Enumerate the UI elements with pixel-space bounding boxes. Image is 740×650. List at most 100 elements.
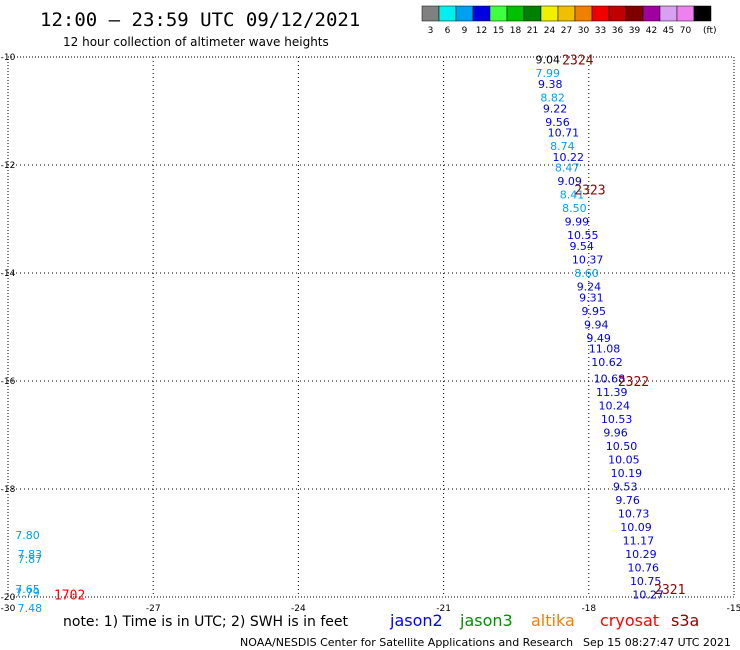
pass-number-label: 2322 — [618, 375, 649, 390]
colorbar-label: 15 — [493, 26, 504, 36]
chart-title: 12:00 – 23:59 UTC 09/12/2021 — [40, 9, 360, 31]
wave-height-label: 10.55 — [567, 229, 599, 242]
wave-height-label: 9.09 — [557, 175, 582, 188]
colorbar-swatch — [489, 5, 508, 22]
colorbar-label: 33 — [595, 26, 606, 36]
wave-height-label: 9.31 — [579, 291, 604, 304]
pass-number-label: 1702 — [54, 588, 85, 603]
y-tick-label: -10 — [1, 53, 16, 63]
colorbar-label: 24 — [544, 26, 556, 36]
wave-height-label: 9.04 — [536, 54, 561, 67]
wave-height-label: 10.62 — [591, 356, 623, 369]
plot-area: -30 -27 -24 -21 -18 -15 -10 -12 -14 -16 -18 -20 9.04… — [1, 53, 740, 615]
wave-height-label: 7.65 — [15, 583, 40, 596]
legend-jason2: jason2 — [389, 611, 443, 630]
colorbar-swatch — [540, 5, 559, 22]
footer-timestamp: Sep 15 08:27:47 UTC 2021 — [583, 636, 731, 649]
legend-altika: altika — [531, 611, 575, 630]
wave-height-label: 9.76 — [615, 494, 640, 507]
wave-height-label: 8.41 — [560, 189, 585, 202]
satellite-legend: jason2 jason3 altika cryosat s3a — [389, 611, 699, 630]
pass-number-label: 2324 — [562, 54, 593, 69]
colorbar-label: 42 — [646, 26, 657, 36]
colorbar-swatch — [438, 5, 457, 22]
wave-height-label: 7.99 — [536, 67, 561, 80]
wave-height-label: 8.60 — [574, 267, 599, 280]
colorbar-label: 12 — [476, 26, 487, 36]
wave-height-label: 10.27 — [632, 588, 664, 601]
colorbar-label: 18 — [510, 26, 522, 36]
colorbar-swatch — [574, 5, 593, 22]
colorbar-label: 39 — [629, 26, 641, 36]
wave-height-label: 10.53 — [601, 413, 633, 426]
colorbar-swatch — [591, 5, 610, 22]
colorbar-swatch — [693, 5, 712, 22]
colorbar-swatch — [676, 5, 695, 22]
wave-height-label: 9.22 — [543, 102, 568, 115]
colorbar-label: 6 — [445, 26, 451, 36]
wave-height-label: 9.24 — [577, 281, 602, 294]
wave-height-label: 9.99 — [565, 216, 590, 229]
footer-credit: NOAA/NESDIS Center for Satellite Applica… — [240, 636, 573, 649]
colorbar-label: 45 — [663, 26, 674, 36]
colorbar-swatch — [421, 5, 440, 22]
colorbar-swatch — [625, 5, 644, 22]
wave-height-label: 9.53 — [613, 480, 638, 493]
chart-subtitle: 12 hour collection of altimeter wave hei… — [63, 35, 329, 49]
x-tick-label: -15 — [727, 604, 740, 614]
wave-height-label: 7.79 — [15, 587, 40, 600]
wave-height-label: 9.56 — [545, 116, 570, 129]
y-tick-label: -20 — [1, 593, 16, 603]
wave-height-label: 10.71 — [548, 127, 580, 140]
legend-s3a: s3a — [671, 611, 699, 630]
wave-height-label: 8.82 — [540, 92, 565, 105]
colorbar-swatch — [506, 5, 525, 22]
wave-height-label: 10.37 — [572, 254, 604, 267]
colorbar-swatch — [523, 5, 542, 22]
y-tick-label: -16 — [1, 377, 16, 387]
colorbar-label: 9 — [462, 26, 468, 36]
colorbar-label: 27 — [561, 26, 572, 36]
wave-height-label: 10.75 — [630, 575, 662, 588]
colorbar-swatch — [642, 5, 661, 22]
pass-number-label: 2321 — [654, 583, 685, 598]
wave-height-label: 10.24 — [598, 399, 630, 412]
wave-height-label: 10.73 — [618, 507, 650, 520]
wave-height-label: 9.95 — [582, 305, 607, 318]
colorbar-swatch — [608, 5, 627, 22]
wave-height-label: 7.87 — [18, 553, 43, 566]
y-tick-label: -12 — [1, 161, 16, 171]
legend-cryosat: cryosat — [600, 611, 659, 630]
wave-height-label: 7.80 — [15, 529, 40, 542]
wave-height-label: 7.83 — [18, 548, 43, 561]
wave-height-label: 9.49 — [586, 332, 611, 345]
colorbar-label: 21 — [527, 26, 538, 36]
y-tick-label: -18 — [1, 485, 16, 495]
colorbar-label: 30 — [578, 26, 590, 36]
x-tick-label: -21 — [436, 604, 451, 614]
wave-height-label: 10.29 — [625, 548, 657, 561]
colorbar-label: 36 — [612, 26, 624, 36]
wave-height-label: 10.05 — [608, 453, 640, 466]
wave-height-label: 10.76 — [628, 561, 660, 574]
wave-height-label: 9.96 — [603, 426, 628, 439]
wave-height-label: 11.39 — [596, 386, 628, 399]
colorbar-swatch — [659, 5, 678, 22]
wave-height-label: 10.09 — [620, 521, 652, 534]
y-tick-label: -14 — [1, 269, 16, 279]
wave-height-label: 10.50 — [606, 440, 638, 453]
x-tick-label: -24 — [291, 604, 306, 614]
wave-height-label: 11.17 — [623, 534, 655, 547]
x-tick-label: -30 — [1, 604, 16, 614]
x-tick-label: -27 — [146, 604, 161, 614]
colorbar-label: 70 — [680, 26, 692, 36]
colorbar-swatch — [455, 5, 474, 22]
wave-height-label: 8.50 — [562, 202, 587, 215]
plot-frame — [7, 56, 735, 598]
colorbar-unit: (ft) — [703, 26, 717, 36]
wave-height-label: 11.08 — [589, 343, 621, 356]
wave-height-label: 8.74 — [550, 140, 575, 153]
wave-height-label: 10.22 — [553, 151, 585, 164]
wave-height-label: 10.68 — [594, 372, 626, 385]
